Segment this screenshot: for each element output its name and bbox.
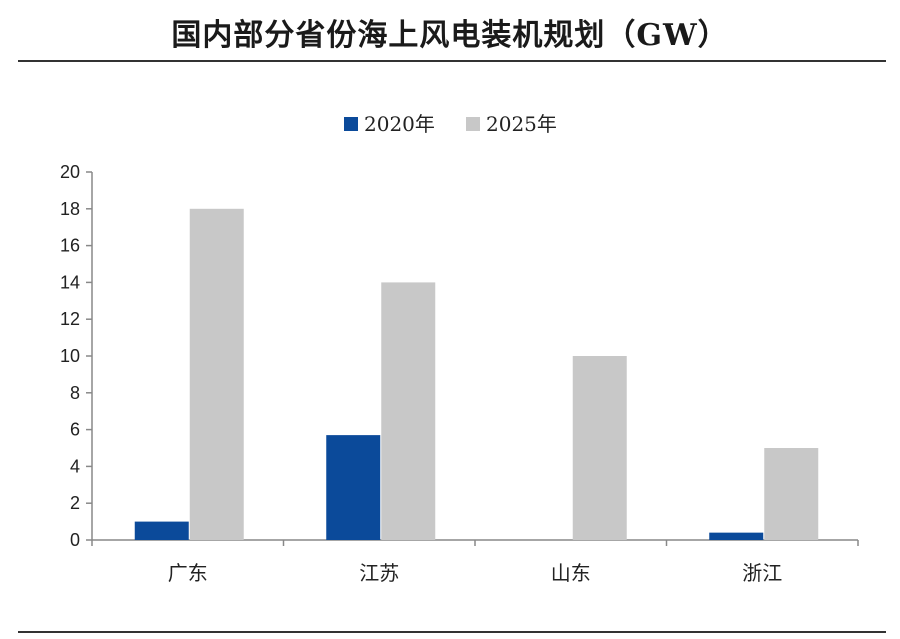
bars (134, 208, 819, 541)
bottom-rule (18, 631, 886, 633)
y-tick-label: 2 (70, 493, 80, 513)
legend: 2020年 2025年 (344, 112, 557, 136)
x-category-label: 山东 (551, 561, 591, 585)
bar-2025-2 (572, 356, 627, 540)
y-tick-label: 18 (60, 199, 80, 219)
labels: 0 2 4 6 8 10 12 14 16 18 20 广东 江苏 山东 浙江 (60, 162, 782, 585)
title-underline (18, 60, 886, 62)
bar-2020-3 (709, 532, 764, 540)
legend-label-0: 2020年 (364, 112, 435, 136)
y-tick-label: 6 (70, 420, 80, 440)
y-tick-label: 0 (70, 530, 80, 550)
y-tick-label: 12 (60, 309, 80, 329)
legend-swatch-0 (344, 117, 358, 131)
y-tick-label: 10 (60, 346, 80, 366)
y-tick-label: 16 (60, 236, 80, 256)
bar-2020-1 (326, 435, 381, 540)
bar-2025-1 (381, 282, 436, 540)
bar-2025-3 (764, 448, 819, 540)
bar-2020-0 (134, 521, 189, 540)
x-category-label: 浙江 (742, 561, 782, 585)
x-category-label: 江苏 (359, 561, 399, 585)
legend-swatch-1 (466, 117, 480, 131)
chart-title: 国内部分省份海上风电装机规划（GW） (171, 18, 729, 53)
y-tick-label: 8 (70, 383, 80, 403)
legend-label-1: 2025年 (486, 112, 557, 136)
bar-2025-0 (189, 208, 244, 541)
x-category-label: 广东 (168, 561, 208, 585)
y-tick-label: 4 (70, 456, 80, 476)
y-tick-label: 14 (60, 272, 80, 292)
y-tick-label: 20 (60, 162, 80, 182)
